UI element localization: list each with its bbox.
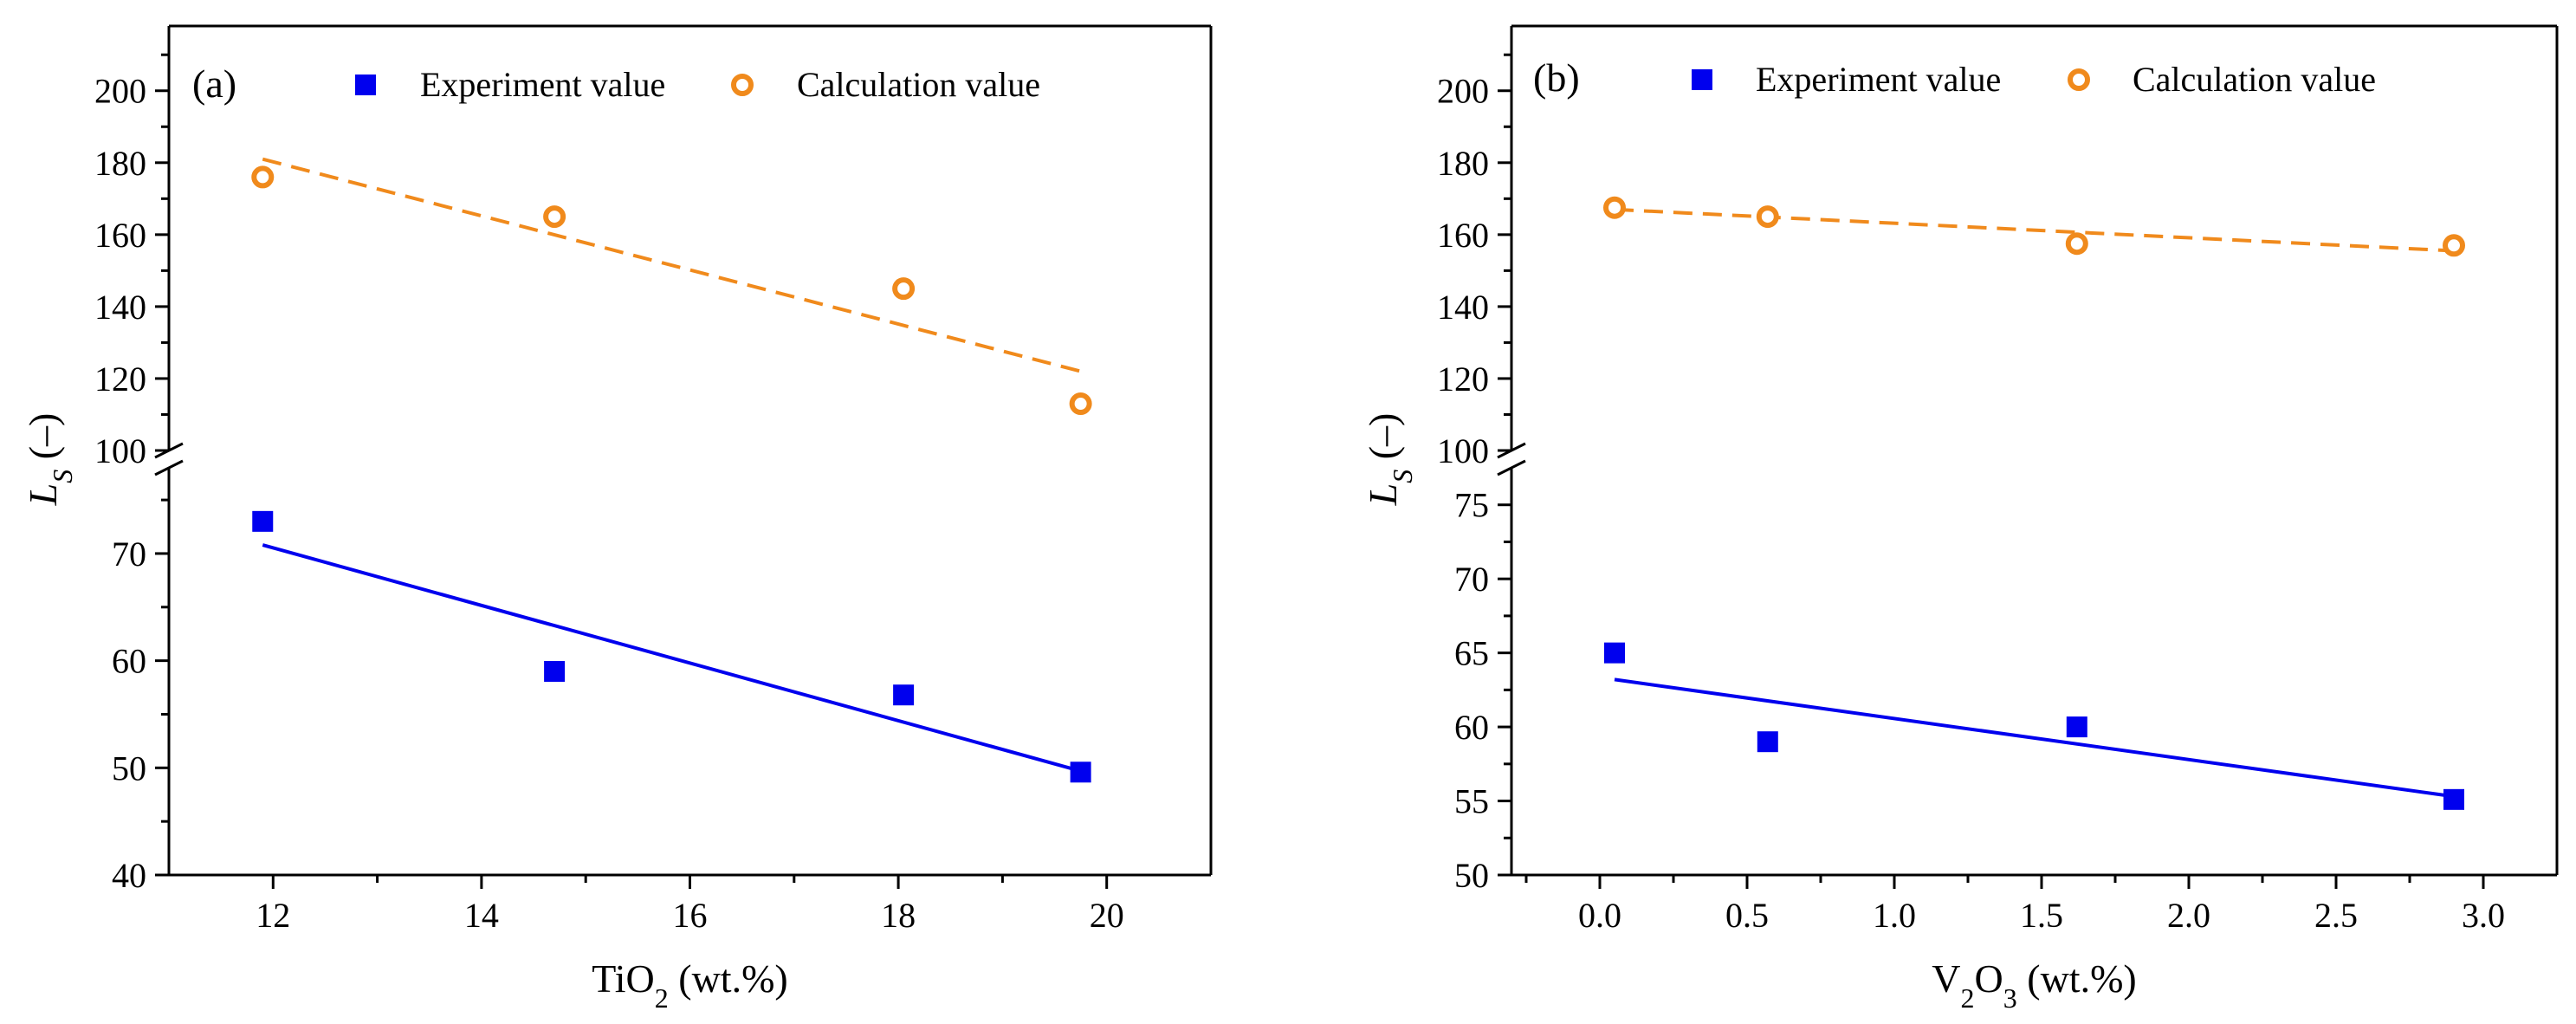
calculation-point xyxy=(2065,232,2088,256)
axis-break-mark xyxy=(154,459,184,476)
y-tick-label-upper: 120 xyxy=(94,360,146,399)
y-tick-label-lower: 65 xyxy=(1454,634,1489,673)
x-tick-label: 20 xyxy=(1090,896,1124,935)
y-tick-label-upper: 140 xyxy=(1437,288,1489,327)
panel-label: (b) xyxy=(1533,55,1580,100)
panel-label: (a) xyxy=(192,62,236,106)
calculation-point xyxy=(1603,196,1626,219)
y-tick-label-upper: 120 xyxy=(1437,360,1489,399)
y-tick-label-upper: 180 xyxy=(94,144,146,183)
experiment-point xyxy=(1757,731,1778,753)
experiment-point xyxy=(544,661,566,682)
experiment-point xyxy=(252,510,274,532)
y-tick-label-upper: 180 xyxy=(1437,144,1489,183)
panel-a: 12 14 16 18 20 100 120 140 160 180 200 40 50 60 70 Expe… xyxy=(21,24,1213,1014)
experiment-point xyxy=(2066,716,2087,738)
x-tick-label: 18 xyxy=(881,896,916,935)
calculation-point xyxy=(1756,205,1779,229)
y-tick-label-lower: 50 xyxy=(112,749,146,787)
y-tick-label-upper: 160 xyxy=(1437,216,1489,255)
x-tick-label: 3.0 xyxy=(2462,896,2505,935)
experiment-point xyxy=(1070,762,1091,783)
y-axis-title: LS (–) xyxy=(1361,413,1418,507)
legend-calculation-label: Calculation value xyxy=(2133,60,2376,99)
y-tick-label-lower: 40 xyxy=(112,856,146,895)
calculation-point xyxy=(2443,234,2465,257)
calculation-point xyxy=(892,277,916,301)
x-tick-label: 12 xyxy=(256,896,290,935)
y-axis-title: LS (–) xyxy=(21,413,78,507)
x-tick-label: 14 xyxy=(464,896,499,935)
x-tick-label: 16 xyxy=(673,896,708,935)
y-tick-label-upper: 200 xyxy=(1437,72,1489,111)
x-tick-label: 0.0 xyxy=(1578,896,1621,935)
y-tick-label-lower: 70 xyxy=(112,535,146,574)
y-tick-label-lower: 50 xyxy=(1454,856,1489,895)
y-tick-label-upper: 100 xyxy=(94,431,146,470)
legend-experiment-marker xyxy=(1692,69,1712,90)
x-axis-title: TiO2 (wt.%) xyxy=(592,956,787,1014)
legend-experiment-marker xyxy=(355,75,376,95)
axis-break-mark xyxy=(1497,459,1526,476)
y-tick-label-lower: 55 xyxy=(1454,782,1489,821)
y-tick-label-lower: 60 xyxy=(112,642,146,681)
legend-experiment-label: Experiment value xyxy=(420,65,665,104)
experiment-point xyxy=(1604,642,1625,664)
calculation-point xyxy=(543,205,566,229)
y-tick-label-upper: 200 xyxy=(94,72,146,111)
experiment-fit-line xyxy=(1614,677,2455,799)
legend-experiment-label: Experiment value xyxy=(1756,60,2001,99)
x-axis-title: V2O3 (wt.%) xyxy=(1932,956,2136,1014)
panel-b: 0.0 0.5 1.0 1.5 2.0 2.5 3.0 100 120 140 160 180 200 5… xyxy=(1361,24,2559,1014)
calculation-fit-line xyxy=(1614,207,2455,253)
experiment-point xyxy=(893,684,915,706)
x-tick-label: 2.0 xyxy=(2167,896,2210,935)
x-tick-label: 2.5 xyxy=(2314,896,2358,935)
legend-calculation-label: Calculation value xyxy=(797,65,1040,104)
x-tick-label: 1.5 xyxy=(2020,896,2063,935)
y-tick-label-lower: 60 xyxy=(1454,708,1489,747)
experiment-fit-line xyxy=(262,543,1082,773)
y-tick-label-lower: 75 xyxy=(1454,486,1489,525)
x-tick-label: 1.0 xyxy=(1873,896,1916,935)
x-tick-label: 0.5 xyxy=(1725,896,1769,935)
y-tick-label-upper: 140 xyxy=(94,288,146,327)
experiment-point xyxy=(2443,788,2464,810)
calculation-fit-line xyxy=(262,157,1082,373)
legend-calculation-marker xyxy=(731,74,754,96)
calculation-point xyxy=(1069,392,1092,416)
y-tick-label-lower: 70 xyxy=(1454,560,1489,599)
y-tick-label-upper: 100 xyxy=(1437,431,1489,470)
y-tick-label-upper: 160 xyxy=(94,216,146,255)
legend-calculation-marker xyxy=(2068,68,2090,91)
calculation-point xyxy=(251,165,275,189)
